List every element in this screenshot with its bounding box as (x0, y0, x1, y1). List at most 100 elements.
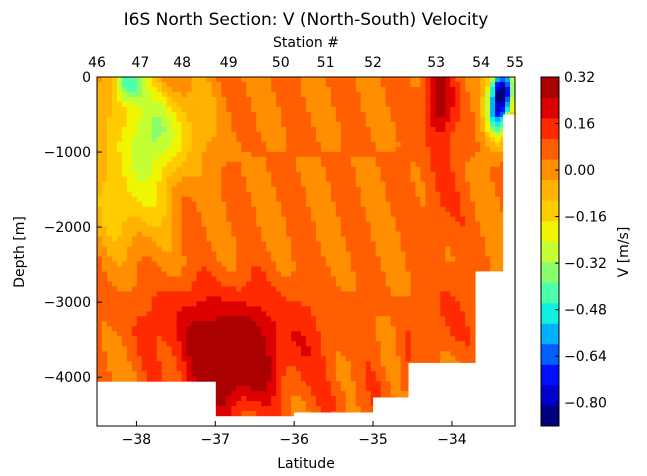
field-cell (385, 306, 392, 312)
field-cell (370, 376, 377, 382)
field-cell (281, 81, 287, 88)
field-cell (320, 216, 327, 223)
field-cell (325, 261, 332, 268)
field-cell (261, 241, 267, 248)
field-cell (385, 386, 392, 392)
field-cell (425, 221, 432, 228)
field-cell (206, 86, 213, 93)
field-cell (415, 276, 422, 283)
field-cell (296, 401, 302, 407)
field-cell (301, 401, 307, 407)
field-cell (126, 246, 133, 253)
field-cell (106, 121, 113, 128)
field-cell (256, 126, 262, 133)
field-cell (261, 286, 267, 292)
field-cell (261, 276, 267, 283)
field-cell (266, 206, 272, 213)
field-cell (266, 141, 272, 148)
field-cell (395, 226, 402, 233)
field-cell (221, 361, 227, 367)
field-cell (201, 161, 208, 168)
field-cell (256, 121, 262, 128)
field-cell (410, 296, 417, 302)
field-cell (186, 281, 193, 287)
field-cell (276, 251, 282, 258)
field-cell (296, 211, 302, 218)
field-cell (281, 86, 287, 93)
field-cell (350, 251, 357, 258)
field-cell (126, 171, 133, 178)
field-cell (360, 166, 367, 173)
field-cell (97, 156, 103, 163)
field-cell (111, 126, 118, 133)
field-cell (390, 356, 397, 362)
field-cell (146, 101, 153, 108)
field-cell (196, 146, 203, 153)
field-cell (330, 266, 337, 273)
field-cell (141, 77, 148, 83)
field-cell (345, 156, 352, 163)
field-cell (355, 101, 362, 108)
field-cell (276, 391, 282, 397)
field-cell (281, 181, 287, 188)
field-cell (350, 161, 357, 168)
field-cell (246, 391, 252, 397)
field-cell (325, 77, 332, 83)
field-cell (345, 291, 352, 297)
field-cell (420, 101, 427, 108)
field-cell (340, 131, 347, 138)
field-cell (181, 271, 188, 278)
field-cell (211, 201, 218, 208)
field-cell (231, 361, 237, 367)
field-cell (281, 326, 287, 332)
field-cell (296, 376, 302, 382)
field-cell (325, 306, 332, 312)
field-cell (380, 116, 387, 123)
field-cell (106, 186, 113, 193)
field-cell (370, 101, 377, 108)
field-cell (121, 376, 128, 382)
field-cell (435, 306, 441, 312)
field-cell (221, 411, 227, 417)
field-cell (256, 316, 262, 322)
field-cell (360, 331, 367, 337)
field-cell (146, 181, 153, 188)
field-cell (221, 151, 227, 158)
field-cell (231, 131, 237, 138)
field-cell (131, 251, 138, 258)
field-cell (430, 216, 436, 223)
field-cell (246, 206, 252, 213)
field-cell (236, 231, 242, 238)
field-cell (340, 306, 347, 312)
field-cell (156, 261, 163, 268)
field-cell (335, 356, 342, 362)
field-cell (216, 116, 223, 123)
field-cell (420, 221, 427, 228)
field-cell (106, 216, 113, 223)
field-cell (266, 396, 272, 402)
field-cell (171, 141, 178, 148)
field-cell (241, 186, 247, 193)
field-cell (97, 126, 103, 133)
field-cell (131, 321, 138, 327)
field-cell (136, 336, 143, 342)
field-cell (161, 181, 168, 188)
field-cell (141, 236, 148, 243)
field-cell (390, 77, 397, 83)
field-cell (116, 301, 123, 307)
field-cell (251, 391, 257, 397)
field-cell (106, 251, 113, 258)
field-cell (116, 321, 123, 327)
field-cell (315, 401, 322, 407)
field-cell (370, 251, 377, 258)
field-cell (400, 201, 407, 208)
field-cell (301, 381, 307, 387)
field-cell (171, 106, 178, 113)
field-cell (276, 91, 282, 98)
field-cell (206, 331, 213, 337)
field-cell (335, 366, 342, 372)
field-cell (111, 226, 118, 233)
field-cell (355, 201, 362, 208)
field-cell (350, 311, 357, 317)
field-cell (151, 246, 158, 253)
